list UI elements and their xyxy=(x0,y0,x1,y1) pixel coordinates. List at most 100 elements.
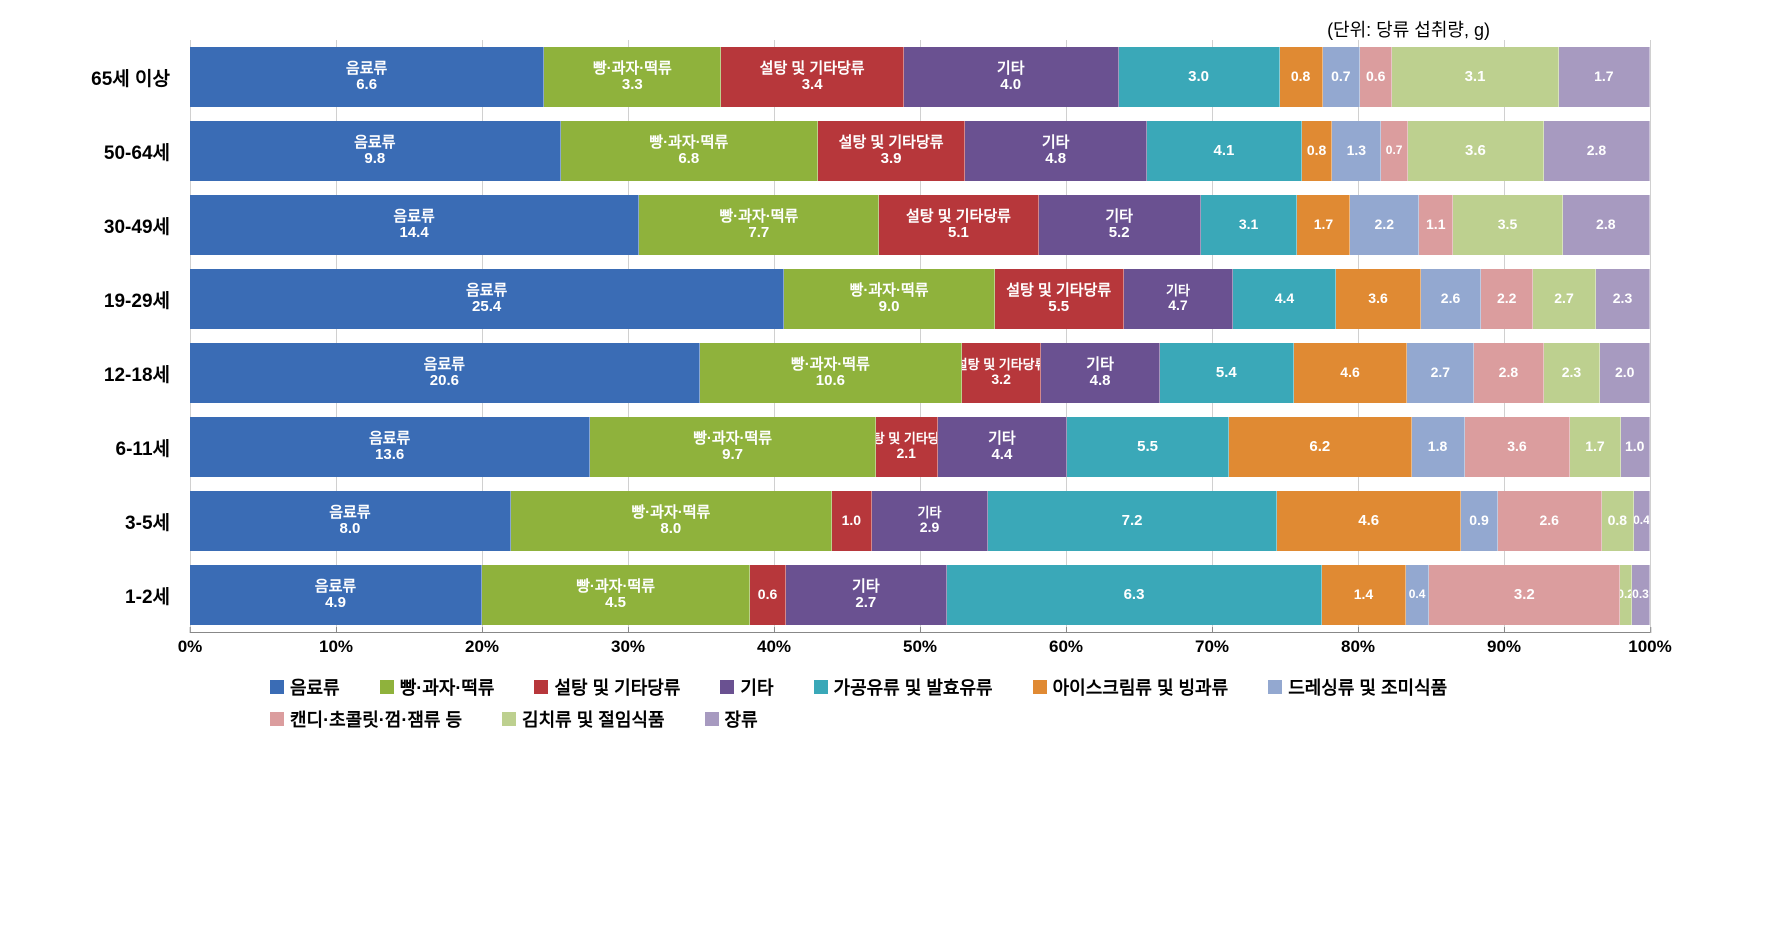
category-label: 1-2세 xyxy=(60,582,180,609)
segment-other: 기타4.8 xyxy=(965,121,1147,181)
segment-value: 14.4 xyxy=(400,225,429,242)
segment-icecream: 4.6 xyxy=(1294,343,1408,403)
segment-label: 기타 xyxy=(1166,284,1190,298)
segment-candy: 2.2 xyxy=(1481,269,1532,329)
segment-value: 3.4 xyxy=(802,77,823,94)
segment-value: 3.3 xyxy=(622,77,643,94)
segment-value: 2.7 xyxy=(1554,291,1573,306)
segment-value: 0.8 xyxy=(1307,143,1326,158)
segment-value: 1.1 xyxy=(1426,217,1445,232)
legend-swatch xyxy=(1268,680,1282,694)
legend-label: 드레싱류 및 조미식품 xyxy=(1288,674,1447,700)
unit-label: (단위: 당류 섭취량, g) xyxy=(1327,16,1490,42)
segment-value: 1.7 xyxy=(1585,439,1604,454)
segment-value: 25.4 xyxy=(472,299,501,316)
segment-value: 5.1 xyxy=(948,225,969,242)
category-label: 65세 이상 xyxy=(60,64,180,91)
segment-beverage: 음료류6.6 xyxy=(190,47,544,107)
bar-row: 30-49세음료류14.4빵·과자·떡류7.7설탕 및 기타당류5.1기타5.2… xyxy=(190,188,1650,262)
segment-value: 5.2 xyxy=(1109,225,1130,242)
segment-value: 0.7 xyxy=(1386,144,1403,157)
segment-dairy: 7.2 xyxy=(988,491,1277,551)
segment-label: 기타 xyxy=(1086,357,1114,374)
stacked-bar: 음료류13.6빵·과자·떡류9.7설탕 및 기타당류2.1기타4.45.56.2… xyxy=(190,417,1650,477)
segment-icecream: 4.6 xyxy=(1277,491,1462,551)
segment-value: 13.6 xyxy=(375,447,404,464)
segment-icecream: 3.6 xyxy=(1336,269,1420,329)
segment-sugar: 설탕 및 기타당류3.9 xyxy=(818,121,966,181)
segment-sugar: 설탕 및 기타당류5.5 xyxy=(995,269,1124,329)
legend-label: 김치류 및 절임식품 xyxy=(522,706,664,732)
segment-value: 5.4 xyxy=(1216,365,1237,382)
segment-value: 0.9 xyxy=(1469,513,1488,528)
segment-value: 9.8 xyxy=(364,151,385,168)
segment-beverage: 음료류8.0 xyxy=(190,491,511,551)
legend-swatch xyxy=(270,712,284,726)
segment-value: 1.0 xyxy=(1625,439,1644,454)
segment-label: 설탕 및 기타당류 xyxy=(876,432,938,446)
stacked-bar: 음료류20.6빵·과자·떡류10.6설탕 및 기타당류3.2기타4.85.44.… xyxy=(190,343,1650,403)
category-label: 3-5세 xyxy=(60,508,180,535)
segment-value: 0.6 xyxy=(1366,69,1385,84)
segment-value: 3.0 xyxy=(1188,69,1209,86)
segment-value: 10.6 xyxy=(816,373,845,390)
segment-bread: 빵·과자·떡류9.7 xyxy=(590,417,876,477)
x-tick: 80% xyxy=(1341,633,1375,657)
legend-item-dressing: 드레싱류 및 조미식품 xyxy=(1268,674,1447,700)
segment-value: 0.8 xyxy=(1608,513,1627,528)
segment-kimchi: 0.8 xyxy=(1602,491,1634,551)
category-label: 19-29세 xyxy=(60,286,180,313)
segment-other: 기타4.7 xyxy=(1124,269,1234,329)
segment-dairy: 5.4 xyxy=(1160,343,1294,403)
segment-dressing: 0.9 xyxy=(1461,491,1497,551)
segment-dressing: 0.7 xyxy=(1323,47,1361,107)
legend-item-kimchi: 김치류 및 절임식품 xyxy=(502,706,664,732)
legend-label: 빵·과자·떡류 xyxy=(400,674,495,700)
legend-item-bread: 빵·과자·떡류 xyxy=(380,674,495,700)
segment-candy: 0.6 xyxy=(1360,47,1392,107)
segment-value: 0.4 xyxy=(1409,588,1426,601)
segment-other: 기타5.2 xyxy=(1039,195,1201,255)
segment-value: 2.2 xyxy=(1497,291,1516,306)
x-tick: 70% xyxy=(1195,633,1229,657)
segment-value: 1.7 xyxy=(1594,69,1613,84)
segment-dressing: 1.3 xyxy=(1332,121,1381,181)
segment-value: 7.7 xyxy=(748,225,769,242)
segment-beverage: 음료류13.6 xyxy=(190,417,590,477)
segment-value: 1.3 xyxy=(1347,143,1366,158)
segment-value: 2.9 xyxy=(920,520,939,535)
stacked-bar: 음료류8.0빵·과자·떡류8.01.0기타2.97.24.60.92.60.80… xyxy=(190,491,1650,551)
segment-value: 1.8 xyxy=(1428,439,1447,454)
segment-dairy: 3.1 xyxy=(1201,195,1298,255)
segment-label: 음료류 xyxy=(369,431,410,448)
segment-value: 1.7 xyxy=(1314,217,1333,232)
segment-label: 음료류 xyxy=(393,209,434,226)
segment-value: 7.2 xyxy=(1122,513,1143,530)
segment-label: 빵·과자·떡류 xyxy=(850,283,929,300)
legend-item-candy: 캔디·초콜릿·껌·잼류 등 xyxy=(270,706,462,732)
segment-kimchi: 3.6 xyxy=(1408,121,1544,181)
segment-value: 6.6 xyxy=(356,77,377,94)
segment-jang: 1.7 xyxy=(1559,47,1650,107)
segment-bread: 빵·과자·떡류7.7 xyxy=(639,195,879,255)
legend-swatch xyxy=(534,680,548,694)
stacked-bar: 음료류25.4빵·과자·떡류9.0설탕 및 기타당류5.5기타4.74.43.6… xyxy=(190,269,1650,329)
segment-other: 기타2.9 xyxy=(872,491,988,551)
legend-swatch xyxy=(502,712,516,726)
segment-value: 6.3 xyxy=(1124,587,1145,604)
segment-label: 음료류 xyxy=(424,357,465,374)
segment-value: 3.1 xyxy=(1465,69,1486,86)
stacked-bar: 음료류6.6빵·과자·떡류3.3설탕 및 기타당류3.4기타4.03.00.80… xyxy=(190,47,1650,107)
stacked-bar: 음료류4.9빵·과자·떡류4.50.6기타2.76.31.40.43.20.20… xyxy=(190,565,1650,625)
segment-label: 음료류 xyxy=(315,579,356,596)
legend-label: 아이스크림류 및 빙과류 xyxy=(1053,674,1229,700)
segment-label: 설탕 및 기타당류 xyxy=(906,209,1011,226)
segment-value: 3.6 xyxy=(1507,439,1526,454)
segment-value: 2.8 xyxy=(1596,217,1615,232)
segment-value: 6.8 xyxy=(678,151,699,168)
segment-value: 0.8 xyxy=(1291,69,1310,84)
segment-sugar: 설탕 및 기타당류3.4 xyxy=(721,47,904,107)
segment-beverage: 음료류25.4 xyxy=(190,269,784,329)
segment-label: 빵·과자·떡류 xyxy=(719,209,798,226)
segment-dairy: 6.3 xyxy=(947,565,1322,625)
